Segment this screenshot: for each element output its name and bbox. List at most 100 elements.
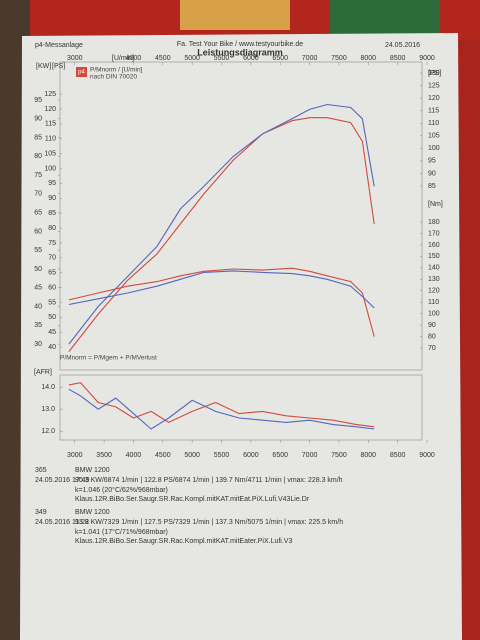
run-datetime: 24.05.2016 11:22: [35, 519, 89, 526]
tick-label: 125: [44, 91, 56, 98]
x-tick-label: 6500: [272, 55, 288, 62]
tick-label: 115: [428, 108, 439, 115]
tick-label: 130: [428, 70, 440, 77]
tick-label: 80: [428, 333, 436, 340]
tick-label: 100: [428, 310, 440, 317]
tick-label: 120: [428, 95, 440, 102]
run-1: 365 24.05.2016 17:49 BMW 1200 90.3 KW/68…: [35, 467, 343, 503]
x-tick-label: 4000: [126, 55, 142, 62]
x-tick-label: 4500: [155, 452, 171, 459]
x-tick-label: 5000: [184, 452, 200, 459]
plot-frame: [59, 61, 423, 371]
tick-label: 110: [428, 299, 439, 306]
tick-label: 85: [428, 183, 436, 190]
x-tick-label: 6500: [272, 452, 288, 459]
legend-line: P/Mnorm / [U/min]: [90, 67, 143, 74]
tick-label: 75: [34, 172, 42, 179]
run-id: 349: [35, 509, 47, 516]
right-ps-axis-label: [PS]: [428, 70, 441, 77]
legend-line: nach DIN 70020: [90, 74, 137, 81]
run-results: 90.3 KW/6874 1/min | 122.8 PS/6874 1/min…: [75, 477, 343, 484]
run-config: Klaus.12R.BiBo.Ser.Saugr.SR.Rac.Kompl.mi…: [75, 538, 292, 545]
run-datetime: 24.05.2016 17:49: [35, 477, 90, 484]
tick-label: 95: [428, 158, 436, 165]
tick-label: 50: [34, 266, 42, 273]
tick-label: 45: [34, 285, 42, 292]
x-tick-label: 8500: [390, 452, 406, 459]
x-tick-label: 8000: [361, 452, 377, 459]
run-results: 93.8 KW/7329 1/min | 127.5 PS/7329 1/min…: [75, 519, 343, 526]
x-tick-label: 4500: [155, 55, 171, 62]
package-art: [180, 0, 290, 30]
x-tick-label: 5500: [214, 452, 230, 459]
tick-label: 130: [428, 276, 440, 283]
tick-label: 95: [48, 180, 56, 187]
afr-frame: [59, 374, 423, 441]
series-line: [68, 117, 375, 352]
run-2: 349 24.05.2016 11:22 BMW 1200 93.8 KW/73…: [35, 509, 343, 545]
tick-label: 55: [34, 247, 42, 254]
tick-label: 70: [34, 191, 42, 198]
tick-label: 140: [428, 265, 440, 272]
x-tick-label: 3000: [67, 452, 83, 459]
tick-label: 80: [48, 225, 56, 232]
paper: [20, 33, 462, 640]
tick-label: 14.0: [41, 384, 55, 391]
tick-label: 100: [428, 145, 440, 152]
tick-label: 150: [428, 253, 440, 260]
run-conditions: k=1.041 (17°C/71%/968mbar): [75, 528, 168, 536]
series-line: [68, 388, 375, 430]
tick-label: 90: [428, 322, 436, 329]
tick-label: 70: [48, 255, 56, 262]
x-tick-label: 7500: [331, 452, 347, 459]
tick-label: 75: [48, 240, 56, 247]
series-line: [68, 270, 375, 309]
tick-label: 70: [428, 345, 436, 352]
tick-label: 120: [428, 288, 440, 295]
tick-label: 90: [48, 195, 56, 202]
tick-label: 125: [428, 82, 440, 89]
run-bike: BMW 1200: [75, 509, 110, 516]
tick-label: 90: [428, 170, 436, 177]
tick-label: 30: [34, 341, 42, 348]
x-tick-label: 5000: [184, 55, 200, 62]
x-tick-label: 3500: [96, 452, 112, 459]
header-left: p4-Messanlage: [35, 42, 83, 49]
series-line: [68, 382, 375, 428]
x-tick-label: 9000: [419, 452, 435, 459]
y-axis-label: [KW]: [36, 63, 51, 70]
run-bike: BMW 1200: [75, 467, 110, 474]
tick-label: 13.0: [41, 406, 55, 413]
tick-label: 45: [48, 329, 56, 336]
header-date: 24.05.2016: [385, 42, 420, 49]
x-tick-label: 4000: [126, 452, 142, 459]
x-tick-label: 9000: [419, 55, 435, 62]
tick-label: 35: [34, 322, 42, 329]
tick-label: 105: [44, 150, 56, 157]
tick-label: 50: [48, 314, 56, 321]
tick-label: 40: [34, 303, 42, 310]
tick-label: 110: [428, 120, 439, 127]
x-tick-label: 5500: [214, 55, 230, 62]
run-conditions: k=1.046 (20°C/62%/968mbar): [75, 486, 168, 494]
x-tick-label: 6000: [243, 55, 259, 62]
tick-label: 12.0: [41, 428, 55, 435]
tick-label: 60: [34, 228, 42, 235]
logo-box: [76, 67, 87, 77]
tick-label: 85: [34, 134, 42, 141]
series-line: [68, 103, 375, 345]
x-tick-label: 8000: [361, 55, 377, 62]
formula: P/Mnorm = P/Mgem + P/MVerlust: [60, 355, 157, 362]
x-tick-label: 3000: [67, 55, 83, 62]
tick-label: 170: [428, 230, 440, 237]
tick-label: 55: [48, 299, 56, 306]
tick-label: 40: [48, 344, 56, 351]
tick-label: 120: [44, 106, 56, 113]
header-center: Fa. Test Your Bike / www.testyourbike.de: [177, 41, 303, 48]
tick-label: 65: [34, 210, 42, 217]
tick-label: 80: [34, 153, 42, 160]
tick-label: 60: [48, 284, 56, 291]
run-id: 365: [35, 467, 47, 474]
